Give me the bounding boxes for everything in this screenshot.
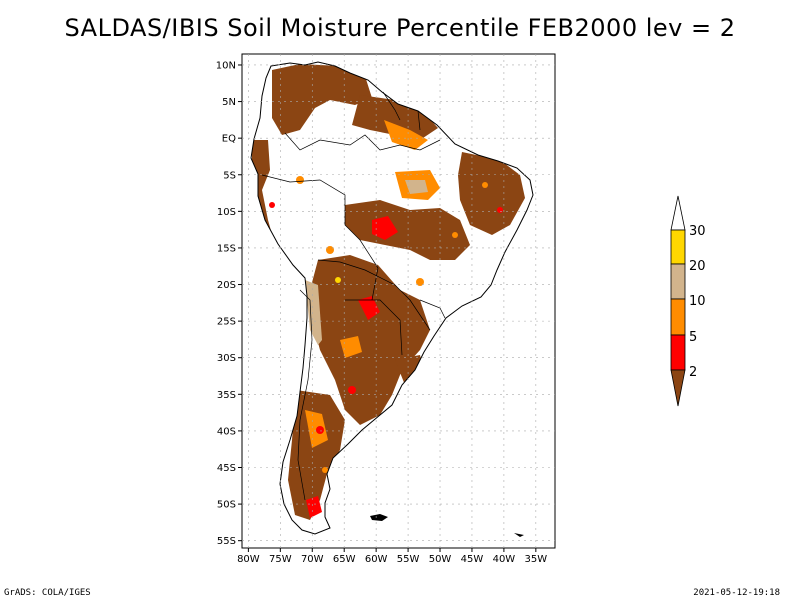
lon-tick-label: 40W (493, 554, 516, 565)
longitude-axis: 80W 75W 70W 65W 60W 55W 50W 45W 40W 35W (237, 548, 547, 565)
lon-tick-label: 60W (365, 554, 388, 565)
map-title: SALDAS/IBIS Soil Moisture Percentile FEB… (64, 14, 736, 42)
footer-timestamp: 2021-05-12-19:18 (693, 588, 780, 598)
colorbar-label-20: 20 (689, 259, 706, 274)
lat-tick-label: 25S (217, 317, 236, 328)
lon-tick-label: 65W (333, 554, 356, 565)
lat-tick-label: 10N (216, 60, 236, 71)
falkland-islands (370, 514, 388, 521)
colorbar: 30 20 10 5 2 (670, 195, 706, 407)
lat-tick-label: 15S (217, 243, 236, 254)
colorbar-20-30 (670, 229, 686, 265)
lon-tick-label: 45W (461, 554, 484, 565)
colorbar-above-30 (670, 195, 686, 231)
coastline (250, 61, 534, 535)
lon-tick-label: 35W (525, 554, 548, 565)
lat-tick-label: 30S (217, 353, 236, 364)
colorbar-label-30: 30 (689, 224, 706, 239)
lat-tick-label: 5N (222, 97, 236, 108)
lat-tick-label: 45S (217, 463, 236, 474)
lat-tick-label: 55S (217, 536, 236, 547)
lat-tick-label: 10S (217, 207, 236, 218)
lon-tick-label: 80W (237, 554, 260, 565)
lon-tick-label: 55W (397, 554, 420, 565)
colorbar-10-20 (670, 263, 686, 300)
colorbar-5-10 (670, 298, 686, 336)
south-georgia-island (514, 533, 524, 537)
footer-credit: GrADS: COLA/IGES (4, 588, 91, 598)
country-borders (261, 91, 446, 501)
colorbar-below-2 (670, 369, 686, 407)
lon-tick-label: 75W (269, 554, 292, 565)
lat-tick-label: 5S (223, 170, 236, 181)
colorbar-label-10: 10 (689, 294, 706, 309)
map-grid (242, 54, 555, 548)
colorbar-2-5 (670, 334, 686, 371)
lat-tick-label: 20S (217, 280, 236, 291)
lat-tick-label: EQ (222, 134, 236, 145)
lat-tick-label: 40S (217, 426, 236, 437)
lat-tick-label: 35S (217, 390, 236, 401)
lat-tick-label: 50S (217, 500, 236, 511)
colorbar-label-5: 5 (689, 330, 697, 345)
latitude-axis: 10N 5N EQ 5S 10S 15S 20S 25S 30S 35S 40S 45S 50S 55S (216, 60, 242, 547)
colorbar-label-2: 2 (689, 365, 697, 380)
lon-tick-label: 70W (301, 554, 324, 565)
lon-tick-label: 50W (429, 554, 452, 565)
